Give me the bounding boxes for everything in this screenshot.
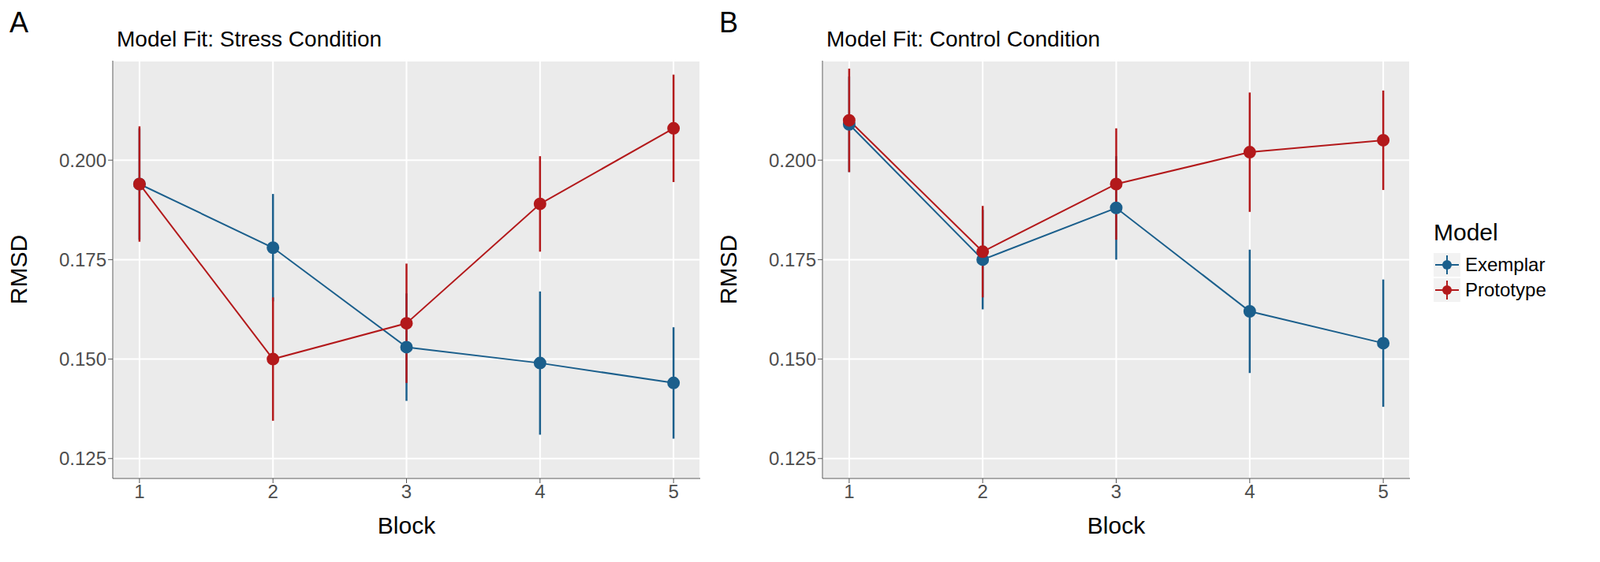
- svg-text:1: 1: [134, 481, 145, 503]
- svg-text:5: 5: [1377, 481, 1388, 503]
- svg-text:RMSD: RMSD: [6, 234, 32, 305]
- svg-text:0.175: 0.175: [768, 249, 817, 271]
- svg-text:Block: Block: [377, 512, 437, 539]
- svg-text:5: 5: [667, 481, 679, 503]
- html-text:Model Fit: Stress Condition: Model Fit: Stress Condition: [116, 26, 382, 52]
- svg-text:0.125: 0.125: [59, 447, 107, 470]
- html-text:Model: Model: [1433, 219, 1499, 246]
- svg-text:0.175: 0.175: [59, 249, 107, 271]
- svg-text:0.150: 0.150: [59, 348, 107, 370]
- svg-text:3: 3: [1111, 481, 1122, 503]
- svg-text:0.125: 0.125: [768, 447, 817, 470]
- html-text:Model Fit: Control Condition: Model Fit: Control Condition: [826, 26, 1101, 52]
- svg-text:Block: Block: [1087, 512, 1146, 539]
- svg-text:4: 4: [1244, 481, 1255, 503]
- svg-text:4: 4: [534, 481, 545, 503]
- html-text:A: A: [9, 6, 29, 39]
- svg-text:0.150: 0.150: [768, 348, 817, 370]
- html-text:Prototype: Prototype: [1465, 279, 1547, 301]
- svg-text:0.200: 0.200: [59, 149, 107, 172]
- svg-text:2: 2: [268, 481, 279, 503]
- html-text:B: B: [719, 6, 739, 39]
- svg-text:2: 2: [977, 481, 989, 503]
- svg-text:0.200: 0.200: [768, 149, 817, 172]
- svg-text:1: 1: [843, 481, 855, 503]
- svg-text:3: 3: [401, 481, 412, 503]
- html-text:Exemplar: Exemplar: [1465, 253, 1546, 276]
- svg-text:RMSD: RMSD: [716, 234, 742, 305]
